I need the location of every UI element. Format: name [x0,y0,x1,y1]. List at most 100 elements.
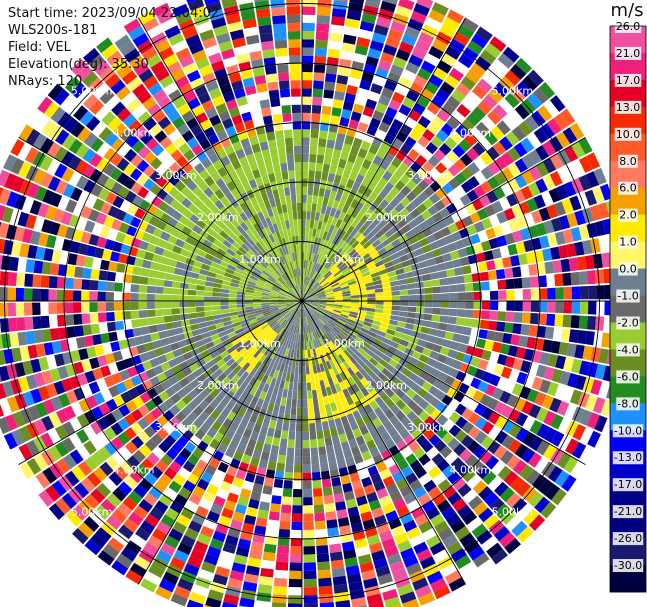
velocity-gate [221,313,230,318]
velocity-gate [232,511,245,523]
colorbar-label-backing [614,127,642,141]
velocity-gate [317,294,326,298]
velocity-gate [281,246,287,256]
velocity-gate [231,114,243,126]
velocity-gate [459,448,473,462]
velocity-gate [264,226,272,236]
velocity-gate [309,244,314,253]
velocity-gate [548,187,562,203]
velocity-gate [336,321,345,328]
velocity-gate [446,203,458,215]
velocity-gate [391,118,404,131]
velocity-gate [284,321,290,330]
velocity-gate [530,301,540,312]
velocity-gate [272,361,279,370]
velocity-gate [362,228,371,237]
velocity-gate [347,367,355,377]
velocity-gate [268,340,276,349]
velocity-gate [562,314,572,328]
velocity-gate [97,312,107,323]
colorbar-unit-title: m/s [610,0,644,21]
velocity-gate [302,129,310,138]
velocity-gate [479,319,490,330]
velocity-gate [544,326,555,340]
velocity-gate [48,276,58,289]
velocity-gate [496,211,508,224]
velocity-gate [214,68,228,80]
velocity-gate [439,245,450,255]
velocity-gate [304,317,308,326]
velocity-gate [391,433,403,445]
velocity-gate [401,333,411,342]
velocity-gate [131,319,141,328]
velocity-gate [269,215,277,225]
velocity-gate [23,288,33,301]
velocity-gate [454,158,467,172]
velocity-gate [251,143,261,154]
velocity-gate [277,297,286,300]
velocity-gate [319,247,325,256]
velocity-gate [173,549,189,563]
velocity-gate [100,498,116,514]
velocity-gate [200,471,213,484]
velocity-gate [160,379,172,391]
velocity-gate [285,302,294,305]
velocity-gate [316,430,324,440]
velocity-gate [540,123,555,140]
velocity-gate [310,137,319,147]
velocity-gate [441,182,454,195]
velocity-gate [224,162,235,174]
velocity-gate [483,491,499,507]
velocity-gate [149,357,160,368]
velocity-gate [324,250,331,259]
velocity-gate [292,121,301,130]
velocity-gate [393,168,405,180]
velocity-gate [341,203,350,214]
velocity-gate [181,161,194,174]
velocity-gate [219,195,230,206]
velocity-gate [272,241,279,250]
velocity-gate [311,113,321,122]
velocity-gate [42,399,56,415]
velocity-gate [343,378,352,389]
velocity-gate [168,528,184,542]
velocity-gate [303,562,317,571]
velocity-gate [364,403,374,414]
velocity-gate [281,504,292,514]
velocity-gate [268,253,275,262]
velocity-gate [274,171,283,181]
velocity-gate [254,151,263,161]
velocity-gate [25,330,36,345]
velocity-gate [342,301,352,304]
velocity-gate [391,305,400,311]
velocity-gate [276,138,285,148]
velocity-gate [376,461,388,473]
velocity-gate [343,34,357,45]
velocity-gate [148,269,158,278]
velocity-gate [261,149,271,159]
velocity-gate [261,219,269,229]
velocity-gate [423,173,435,186]
velocity-gate [303,521,314,531]
velocity-gate [325,73,337,83]
velocity-gate [294,316,298,325]
velocity-gate [283,212,289,221]
velocity-gate [327,320,336,327]
velocity-gate [69,375,81,389]
velocity-gate [442,253,452,262]
velocity-gate [160,337,170,347]
velocity-gate [384,333,394,341]
velocity-gate [249,161,259,172]
velocity-gate [300,268,302,277]
velocity-gate [510,63,527,80]
velocity-gate [319,454,328,464]
velocity-gate [550,95,566,112]
velocity-gate [490,301,499,311]
velocity-gate [225,268,235,275]
velocity-gate [231,562,246,574]
velocity-gate [431,248,442,258]
velocity-gate [11,176,25,193]
velocity-gate [195,576,211,589]
velocity-gate [508,439,522,454]
colorbar-tick-label: -21.0 [614,505,642,518]
